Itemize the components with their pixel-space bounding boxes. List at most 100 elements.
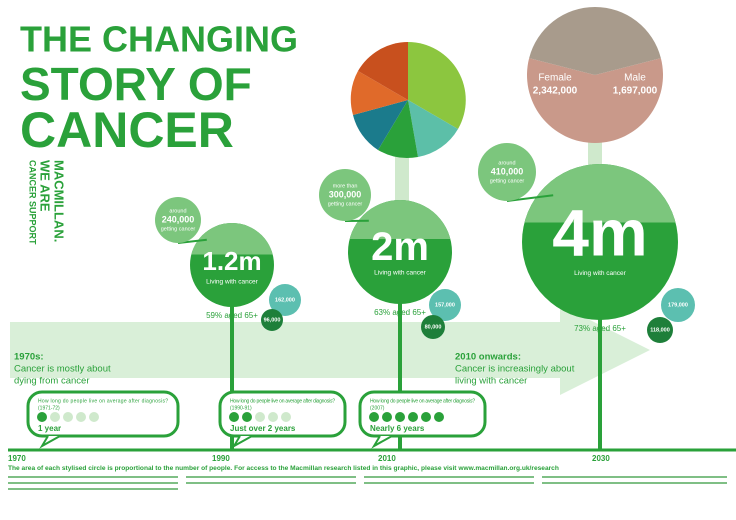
gender-pie: Female 2,342,000 Male 1,697,000 [527,6,663,143]
clock-icon [421,412,431,422]
brand-line: CANCER SUPPORT [28,160,38,245]
pie-stem [395,150,409,202]
incidence-text: around [498,160,515,166]
arrow-line: 1970s: [14,352,44,363]
clock-icon [76,412,86,422]
small-value: 96,000 [264,317,281,323]
arrow-line: 2010 onwards: [455,352,521,363]
speech-tail [371,435,393,449]
fine-print-line [364,482,534,484]
period: (2007) [370,405,385,411]
speech-bubble [26,390,180,438]
fine-print-line [364,476,534,478]
fine-print-line [542,476,727,478]
answer: Nearly 6 years [370,424,425,433]
connector [506,194,554,202]
brand-line: MACMILLAN. [52,160,67,242]
incidence-bubble [155,197,201,243]
small-bubble [647,317,673,343]
clock-icon [63,412,73,422]
fine-print-line [186,482,356,484]
pie-slice [350,71,408,115]
clock-icon [395,412,405,422]
clock-icon [434,412,444,422]
speech-tail [231,435,253,449]
living-value: 1.2m [202,246,261,276]
living-label: Living with cancer [574,270,626,277]
pie-slice [378,100,418,158]
fine-print-line [186,476,356,478]
incidence-bubble [478,143,536,201]
incidence-bubble [319,169,371,221]
living-label: Living with cancer [374,270,426,277]
small-value: 157,000 [435,302,455,308]
question: How long do people live on average after… [230,398,335,404]
answer: 1 year [38,424,61,433]
brand: WE ARE MACMILLAN. CANCER SUPPORT [28,160,67,245]
pie-label: Male [624,73,646,84]
incidence-text: 410,000 [491,166,524,176]
question: How long do people live on average after… [38,398,168,404]
arrow-line: living with cancer [455,376,527,387]
survival: How long do people live on average after… [26,390,487,449]
clock-icon [268,412,278,422]
arrow-line: Cancer is increasingly about [455,364,575,375]
year-label: 2010 [378,454,396,463]
pie-slice [527,58,663,143]
year-label: 2030 [592,454,610,463]
fine-print-line [8,482,178,484]
living-value: 4m [552,196,647,270]
living-value: 2m [371,225,429,269]
clock-icon [382,412,392,422]
clock-icon [229,412,239,422]
clock-icon [37,412,47,422]
small-bubble [421,315,445,339]
incidence-text: 300,000 [329,189,362,199]
period: (1971-72) [38,405,60,411]
pie-label: Female [538,73,572,84]
pie-slice [353,100,408,150]
clock-icon [255,412,265,422]
clock-icon [369,412,379,422]
aged-label: 59% aged 65+ [206,311,258,320]
stem [598,242,602,450]
small-value: 162,000 [275,297,295,303]
pie-slice [529,6,661,76]
period: (1990-91) [230,405,252,411]
title-line: THE CHANGING [20,19,298,60]
fine-print-line [8,476,178,478]
incidence-text: getting cancer [161,226,196,232]
stem [398,252,402,450]
incidence-text: more than [333,183,358,189]
brand-line: WE ARE [38,160,53,212]
title-line: STORY OF [20,58,252,110]
pie-value: 1,697,000 [613,86,658,97]
pie-slice [408,100,458,157]
clock-icon [281,412,291,422]
fine-print-line [542,482,727,484]
small-value: 179,000 [668,302,688,308]
living-label: Living with cancer [206,279,258,286]
cancer-types-pie [350,42,466,158]
stem [230,265,234,450]
small-bubble [429,289,461,321]
pie-slice [408,42,466,129]
small-value: 80,000 [425,324,442,330]
pie-value: 2,342,000 [533,86,578,97]
clock-icon [242,412,252,422]
timeline-arrow [10,305,650,395]
incidence-text: 240,000 [162,214,195,224]
incidence-text: getting cancer [328,201,363,207]
answer: Just over 2 years [230,424,296,433]
clock-icon [89,412,99,422]
clock-icon [408,412,418,422]
question: How long do people live on average after… [370,398,475,404]
speech-tail [39,435,61,449]
pie-slice [358,42,408,100]
arrow-text: 1970s: Cancer is mostly about dying from… [14,352,575,387]
footer: The area of each stylised circle is prop… [8,465,559,472]
arrow-line: Cancer is mostly about [14,364,111,375]
year-label: 1990 [212,454,230,463]
fine-print [8,476,727,490]
